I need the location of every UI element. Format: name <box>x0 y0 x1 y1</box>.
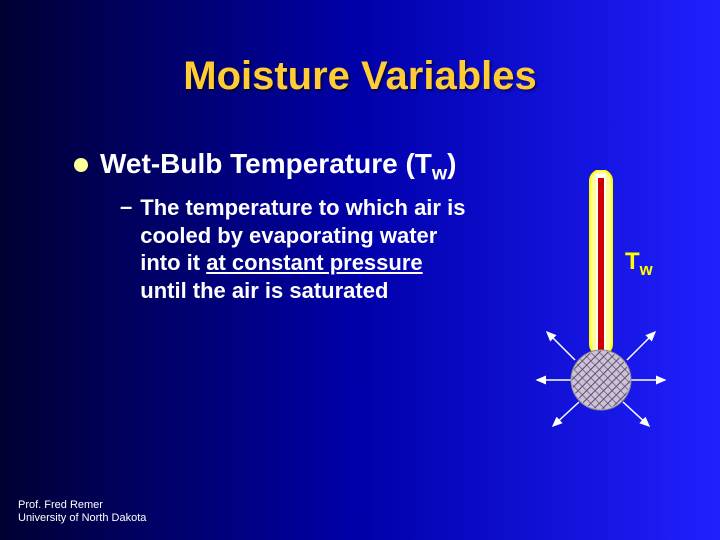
sub-bullet-item: – The temperature to which air is cooled… <box>120 194 470 304</box>
bullet-text: Wet-Bulb Temperature (Tw) <box>100 148 456 186</box>
bullet-label-main: Wet-Bulb Temperature (T <box>100 148 432 179</box>
slide: Moisture Variables Wet-Bulb Temperature … <box>0 0 720 540</box>
footer-line1: Prof. Fred Remer <box>18 499 146 513</box>
bullet-item: Wet-Bulb Temperature (Tw) <box>74 148 456 186</box>
tw-w: w <box>640 260 653 279</box>
slide-footer: Prof. Fred Remer University of North Dak… <box>18 499 146 527</box>
tw-t: T <box>625 248 640 275</box>
sub-post: until the air is saturated <box>140 278 388 303</box>
thermometer-svg <box>535 170 675 430</box>
thermometer-diagram <box>535 170 675 430</box>
bullet-label-sub: w <box>432 163 447 185</box>
sub-bullet-text: The temperature to which air is cooled b… <box>140 194 470 304</box>
dash-icon: – <box>120 194 132 220</box>
tw-label: Tw <box>625 248 653 280</box>
bullet-label-close: ) <box>447 148 456 179</box>
bullet-icon <box>74 158 88 172</box>
slide-title: Moisture Variables <box>0 54 720 99</box>
footer-line2: University of North Dakota <box>18 512 146 526</box>
sub-constant-pressure: at constant pressure <box>206 250 422 275</box>
